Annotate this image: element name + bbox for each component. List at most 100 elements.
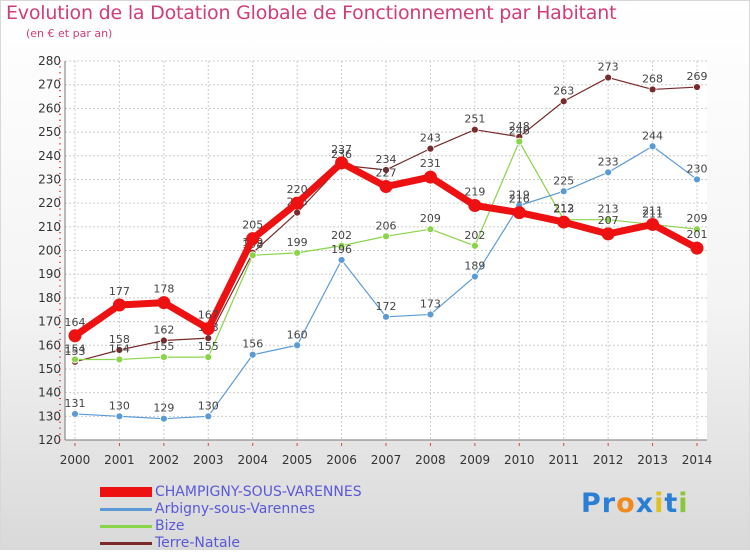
data-point-champigny-sous-varennes — [246, 232, 260, 246]
data-point-champigny-sous-varennes — [601, 227, 615, 241]
data-point-terre-natale — [426, 144, 435, 153]
chart-title: Evolution de la Dotation Globale de Fonc… — [6, 2, 617, 24]
y-tick-label: 120 — [38, 433, 61, 447]
data-label-arbigny-sous-varennes: 129 — [153, 402, 174, 415]
data-label-champigny-sous-varennes: 212 — [553, 202, 574, 215]
data-point-champigny-sous-varennes — [646, 217, 660, 231]
data-label-champigny-sous-varennes: 231 — [420, 157, 441, 170]
data-label-terre-natale: 243 — [420, 132, 441, 145]
data-point-champigny-sous-varennes — [468, 198, 482, 212]
data-label-terre-natale: 234 — [376, 153, 397, 166]
data-label-arbigny-sous-varennes: 156 — [242, 338, 263, 351]
x-tick-label: 2005 — [282, 453, 313, 467]
logo-letter: i — [678, 488, 689, 519]
data-point-arbigny-sous-varennes — [204, 412, 213, 421]
data-label-bize: 209 — [687, 212, 708, 225]
y-tick-label: 160 — [38, 338, 61, 352]
data-label-arbigny-sous-varennes: 219 — [509, 188, 530, 201]
data-label-champigny-sous-varennes: 220 — [287, 183, 308, 196]
legend-swatch — [100, 542, 152, 545]
data-label-terre-natale: 273 — [598, 61, 619, 74]
logo-letter: P — [581, 488, 602, 519]
y-tick-label: 180 — [38, 291, 61, 305]
data-point-terre-natale — [693, 83, 701, 91]
data-label-bize: 202 — [331, 229, 352, 242]
y-tick-label: 170 — [38, 315, 61, 329]
data-point-arbigny-sous-varennes — [648, 142, 657, 151]
data-label-bize: 155 — [153, 340, 174, 353]
data-point-bize — [426, 225, 435, 234]
data-label-arbigny-sous-varennes: 130 — [198, 399, 219, 412]
data-label-champigny-sous-varennes: 207 — [598, 214, 619, 227]
data-point-arbigny-sous-varennes — [426, 310, 435, 319]
data-point-bize — [115, 355, 124, 364]
data-point-bize — [293, 248, 302, 257]
y-tick-label: 260 — [38, 101, 61, 115]
data-label-terre-natale: 153 — [65, 345, 86, 358]
data-point-champigny-sous-varennes — [335, 156, 349, 170]
y-tick-label: 130 — [38, 409, 61, 423]
data-point-bize — [159, 353, 168, 361]
data-point-bize — [470, 241, 479, 250]
data-label-terre-natale: 158 — [109, 333, 130, 346]
data-point-arbigny-sous-varennes — [115, 412, 124, 421]
data-label-terre-natale: 251 — [464, 113, 485, 126]
data-point-arbigny-sous-varennes — [159, 414, 168, 423]
legend-label: CHAMPIGNY-SOUS-VARENNES — [155, 484, 362, 500]
data-label-champigny-sous-varennes: 201 — [687, 228, 708, 241]
data-point-bize — [248, 251, 257, 260]
data-point-arbigny-sous-varennes — [693, 175, 701, 184]
logo-letter: x — [635, 488, 655, 519]
data-label-arbigny-sous-varennes: 130 — [109, 399, 130, 412]
data-label-terre-natale: 248 — [509, 120, 530, 133]
x-tick-label: 2001 — [104, 453, 135, 467]
data-label-terre-natale: 236 — [331, 148, 352, 161]
data-label-arbigny-sous-varennes: 160 — [287, 328, 308, 341]
logo-letter: r — [601, 488, 617, 519]
data-point-terre-natale — [648, 85, 657, 94]
data-label-champigny-sous-varennes: 177 — [109, 285, 130, 298]
legend-label: Arbigny-sous-Varennes — [155, 501, 316, 517]
data-point-terre-natale — [470, 125, 479, 134]
logo-letter: o — [616, 488, 636, 519]
x-tick-label: 2004 — [237, 453, 268, 467]
data-label-champigny-sous-varennes: 164 — [65, 316, 86, 329]
data-point-arbigny-sous-varennes — [382, 312, 390, 321]
data-label-arbigny-sous-varennes: 189 — [464, 260, 485, 273]
y-tick-label: 140 — [38, 386, 61, 400]
data-label-terre-natale: 269 — [687, 70, 708, 83]
x-tick-label: 2008 — [415, 453, 446, 467]
y-tick-label: 230 — [38, 172, 61, 186]
y-tick-label: 210 — [38, 220, 61, 234]
data-point-champigny-sous-varennes — [68, 329, 82, 343]
data-label-champigny-sous-varennes: 167 — [198, 309, 219, 322]
data-point-champigny-sous-varennes — [512, 206, 526, 220]
data-point-bize — [204, 353, 213, 361]
y-tick-label: 250 — [38, 125, 61, 139]
y-tick-label: 280 — [38, 54, 61, 68]
proxiti-logo: Proxiti — [581, 488, 689, 519]
data-point-bize — [337, 241, 346, 250]
y-tick-label: 200 — [38, 244, 61, 258]
data-label-terre-natale: 268 — [642, 72, 663, 85]
data-label-bize: 213 — [553, 203, 574, 216]
data-label-champigny-sous-varennes: 205 — [242, 219, 263, 232]
data-label-champigny-sous-varennes: 216 — [509, 193, 530, 206]
x-tick-label: 2006 — [326, 453, 357, 467]
data-point-bize — [71, 355, 79, 364]
data-label-terre-natale: 162 — [153, 324, 174, 337]
data-point-champigny-sous-varennes — [112, 298, 126, 312]
x-tick-label: 2012 — [593, 453, 624, 467]
data-point-bize — [693, 225, 701, 234]
y-tick-label: 190 — [38, 267, 61, 281]
data-label-arbigny-sous-varennes: 225 — [553, 174, 574, 187]
x-tick-label: 2009 — [460, 453, 491, 467]
legend-swatch — [100, 487, 152, 497]
y-tick-label: 220 — [38, 196, 61, 210]
data-point-arbigny-sous-varennes — [293, 341, 302, 350]
data-point-arbigny-sous-varennes — [559, 187, 568, 196]
data-point-champigny-sous-varennes — [690, 241, 704, 255]
data-point-arbigny-sous-varennes — [604, 168, 613, 177]
data-label-arbigny-sous-varennes: 172 — [376, 300, 397, 313]
data-label-arbigny-sous-varennes: 131 — [65, 397, 86, 410]
